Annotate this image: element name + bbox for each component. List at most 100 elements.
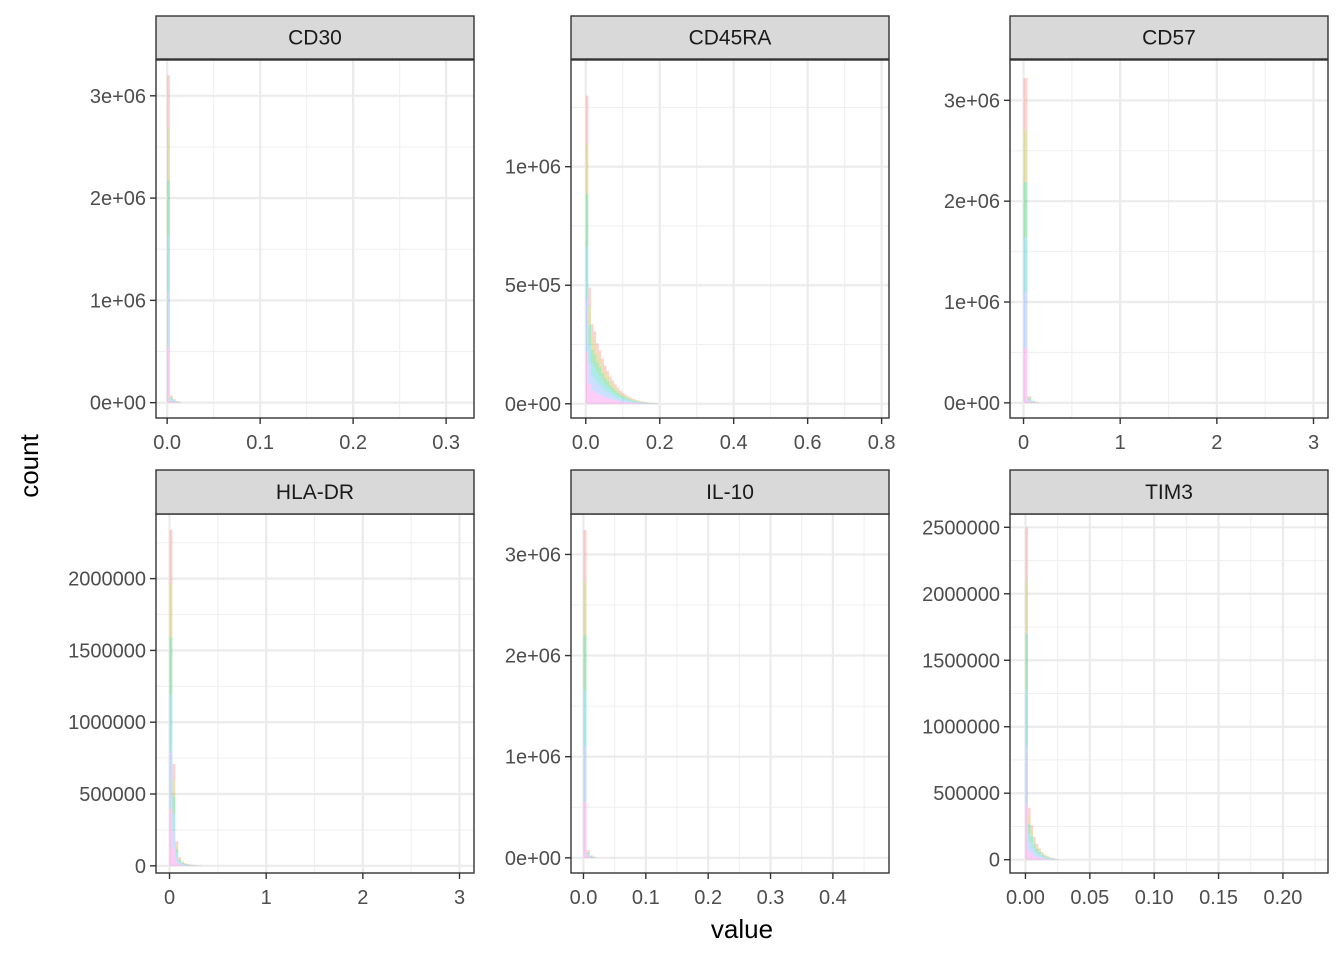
histogram-bar xyxy=(642,401,646,404)
histogram-bar-segment xyxy=(634,401,638,403)
histogram-bar xyxy=(1030,825,1034,860)
histogram-bar xyxy=(603,365,607,404)
histogram-bar-segment xyxy=(611,384,615,388)
histogram-bar-segment xyxy=(598,376,602,386)
histogram-bar-segment xyxy=(1027,398,1032,400)
histogram-bar xyxy=(178,857,182,866)
histogram-bar xyxy=(653,402,656,404)
histogram-bar-segment xyxy=(629,402,633,404)
x-tick-label: 2 xyxy=(1211,432,1222,454)
y-tick-label: 1000000 xyxy=(68,712,146,734)
histogram-bar-segment xyxy=(634,400,638,402)
histogram-bar-segment xyxy=(593,379,597,392)
histogram-bar-segment xyxy=(1030,825,1034,831)
histogram-bar-segment xyxy=(614,384,617,388)
histogram-bar-segment xyxy=(619,397,623,400)
histogram-bar-segment xyxy=(596,343,599,353)
histogram-bar-segment xyxy=(1038,855,1041,858)
histogram-bar-segment xyxy=(1043,856,1047,858)
histogram-bar-segment xyxy=(624,396,628,398)
histogram-bar-segment xyxy=(614,387,617,391)
histogram-bar-segment xyxy=(632,402,635,403)
y-tick-label: 3e+06 xyxy=(90,86,146,108)
histogram-bar xyxy=(592,856,596,858)
histogram-bar-segment xyxy=(593,366,597,380)
panel-cd57: CD57 0 1 2 3 0e+00 1e+06 2e+06 3e+06 xyxy=(944,15,1329,454)
facet-strip xyxy=(1009,469,1329,515)
histogram-bar-segment xyxy=(606,381,610,388)
histogram-bar-segment xyxy=(606,376,610,382)
x-tick-label: 3 xyxy=(454,887,465,909)
y-tick-label: 1000000 xyxy=(922,717,1000,739)
histogram-bar xyxy=(169,395,173,403)
histogram-bar-segment xyxy=(586,850,590,852)
histogram-bar-segment xyxy=(181,862,185,863)
panel-cd45ra: CD45RA 0.0 0.2 0.4 0.6 0.8 0e+00 5e+05 1e+06 xyxy=(505,15,896,454)
histogram-bar-segment xyxy=(178,862,182,865)
facet-strip xyxy=(570,469,890,515)
facet-panels: CD30 0.0 0.1 0.2 0.3 0e+00 1e+06 2e+06 3e+06 CD45… xyxy=(68,15,1329,909)
histogram-bar-segment xyxy=(1023,292,1028,348)
histogram-bar-segment xyxy=(1030,842,1034,848)
histogram-bar xyxy=(1028,807,1031,860)
histogram-bar-segment xyxy=(616,387,620,391)
histogram-bar-segment xyxy=(598,367,602,377)
histogram-bar xyxy=(1025,527,1029,860)
histogram-bar-segment xyxy=(611,380,615,385)
histogram-bar-segment xyxy=(601,365,604,374)
y-tick-label: 2e+06 xyxy=(505,646,561,668)
panel-border xyxy=(1009,59,1329,419)
histogram-bar-segment xyxy=(586,853,590,856)
histogram-bar-segment xyxy=(609,376,612,381)
histogram-bar-segment xyxy=(622,398,625,401)
histogram-bar-segment xyxy=(622,401,625,404)
histogram-bar-segment xyxy=(167,347,170,403)
y-tick-label: 3e+06 xyxy=(944,90,1000,112)
histogram-bar-segment xyxy=(181,863,185,865)
x-tick-label: 0.20 xyxy=(1263,887,1302,909)
y-tick-label: 5e+05 xyxy=(505,275,561,297)
histogram-bar-segment xyxy=(1038,852,1041,854)
histogram-bar-segment xyxy=(603,397,607,404)
histogram-bar-segment xyxy=(175,841,179,846)
y-tick-label: 500000 xyxy=(79,784,146,806)
histogram-bar-segment xyxy=(622,394,625,397)
histogram-bar xyxy=(1038,848,1041,860)
histogram-bar xyxy=(645,402,648,404)
histogram-bar-segment xyxy=(632,399,635,401)
histogram-bar-segment xyxy=(588,384,591,404)
histogram-bar xyxy=(606,371,610,404)
histogram-bar-segment xyxy=(637,401,641,403)
histogram-bar-segment xyxy=(590,363,594,377)
y-tick-label: 2500000 xyxy=(922,517,1000,539)
x-tick-label: 0.10 xyxy=(1135,887,1174,909)
histogram-bar-segment xyxy=(583,690,587,747)
histogram-bar-segment xyxy=(178,864,182,866)
panel-border xyxy=(570,59,890,419)
histogram-bar-segment xyxy=(627,401,630,403)
histogram-bar-segment xyxy=(169,396,173,398)
histogram-bar-segment xyxy=(627,397,630,399)
x-tick-label: 0 xyxy=(1018,432,1029,454)
histogram-bar xyxy=(172,763,176,866)
histogram-bar-segment xyxy=(603,390,607,398)
histogram-bar-segment xyxy=(585,246,589,299)
histogram-bar-segment xyxy=(1033,855,1036,860)
histogram-bar-segment xyxy=(172,796,176,814)
y-tick-label: 500000 xyxy=(933,783,1000,805)
histogram-bar-segment xyxy=(619,399,623,402)
histogram-bar xyxy=(616,387,620,404)
histogram-bar xyxy=(596,343,599,404)
histogram-bar-segment xyxy=(1027,400,1032,402)
histogram-bar-segment xyxy=(632,401,635,403)
histogram-bar-segment xyxy=(624,397,628,400)
x-tick-label: 0.4 xyxy=(720,432,748,454)
histogram-bar-segment xyxy=(590,376,594,391)
histogram-bar-segment xyxy=(1023,130,1028,183)
histogram-bar-segment xyxy=(1035,856,1039,860)
y-axis-title: count xyxy=(14,433,44,497)
histogram-bar-segment xyxy=(598,358,602,368)
y-tick-label: 3e+06 xyxy=(505,544,561,566)
histogram-bar-segment xyxy=(1027,397,1032,399)
histogram-bar-segment xyxy=(601,380,604,389)
